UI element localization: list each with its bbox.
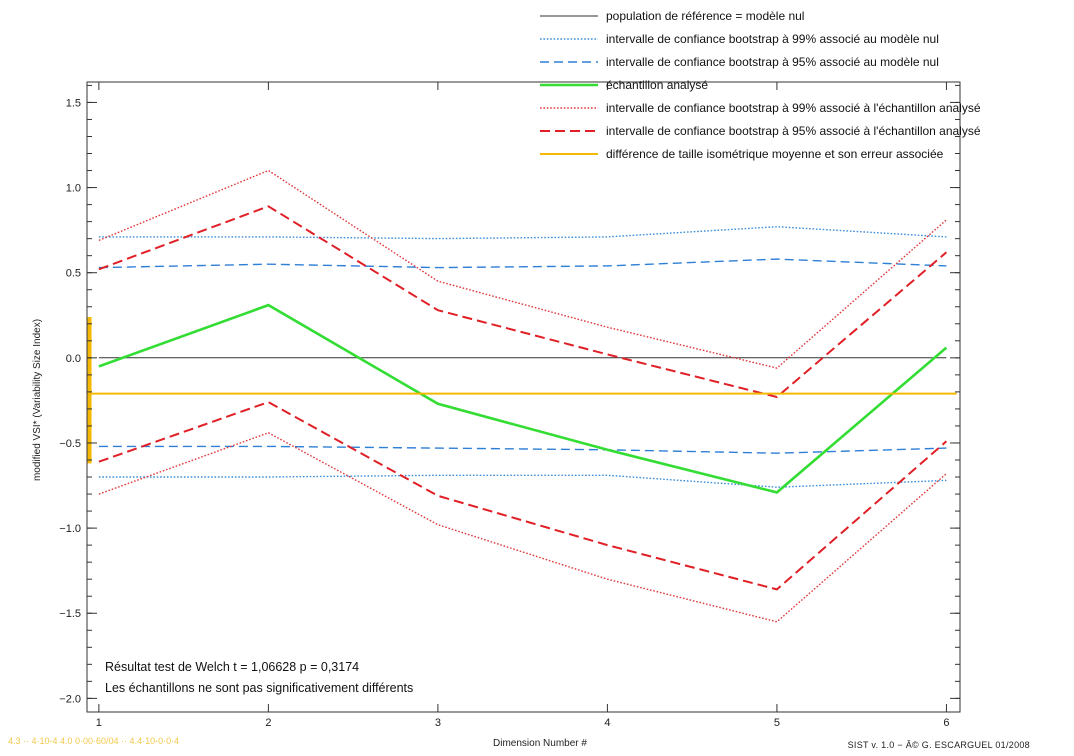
x-axis-title: Dimension Number # (493, 738, 587, 749)
series-line-1 (98, 225, 947, 240)
legend-label-6: différence de taille isométrique moyenne… (606, 147, 944, 161)
y-tick-label-2: 0.5 (66, 268, 81, 280)
y-tick-label-0: 1.5 (66, 97, 81, 109)
y-tick-label-7: −2.0 (59, 693, 81, 705)
footer-faint-text: 4.3 ·· 4·10-4 4.0 0·00·60/04 ·· 4.4·10-0… (8, 736, 179, 746)
y-axis-title: modified VSI* (Variability Size Index) (32, 319, 43, 481)
x-tick-label-0: 1 (96, 717, 102, 729)
y-tick-label-4: −0.5 (59, 438, 81, 450)
series-line-3 (98, 258, 947, 269)
legend-label-2: intervalle de confiance bootstrap à 95% … (606, 55, 939, 69)
y-tick-label-1: 1.0 (66, 183, 81, 195)
annotation-welch-test: Résultat test de Welch t = 1,06628 p = 0… (105, 660, 359, 674)
y-tick-label-3: 0.0 (66, 353, 81, 365)
x-tick-label-1: 2 (265, 717, 271, 729)
axes-layer: 1.5 1.0 0.5 0.0 −0.5 −1.0 −1.5 −2.0 1 2 3 4 5 6 (59, 82, 960, 729)
series-line-9 (98, 401, 948, 591)
series-line-8 (98, 205, 948, 399)
legend-label-5: intervalle de confiance bootstrap à 95% … (606, 124, 981, 138)
legend-label-1: intervalle de confiance bootstrap à 99% … (606, 32, 939, 46)
plot-area (86, 81, 961, 713)
legend-label-3: échantillon analysé (606, 78, 708, 92)
legend-label-4: intervalle de confiance bootstrap à 99% … (606, 101, 981, 115)
x-tick-label-5: 6 (943, 717, 949, 729)
x-tick-label-4: 5 (774, 717, 780, 729)
legend: population de référence = modèle nul inte… (540, 9, 981, 161)
series-line-5 (98, 303, 948, 494)
x-tick-label-3: 4 (604, 717, 610, 729)
series-layer (88, 169, 957, 623)
series-line-2 (98, 474, 947, 488)
annotation-conclusion: Les échantillons ne sont pas significati… (105, 681, 413, 695)
series-line-4 (98, 445, 947, 454)
legend-label-0: population de référence = modèle nul (606, 9, 804, 23)
x-tick-label-2: 3 (435, 717, 441, 729)
y-tick-label-6: −1.5 (59, 608, 81, 620)
plot-frame (86, 81, 961, 713)
series-line-6 (98, 169, 947, 369)
footer-credit: SIST v. 1.0 − Â© G. ESCARGUEL 01/2008 (848, 740, 1030, 750)
y-tick-label-5: −1.0 (59, 523, 81, 535)
series-line-7 (98, 432, 947, 623)
